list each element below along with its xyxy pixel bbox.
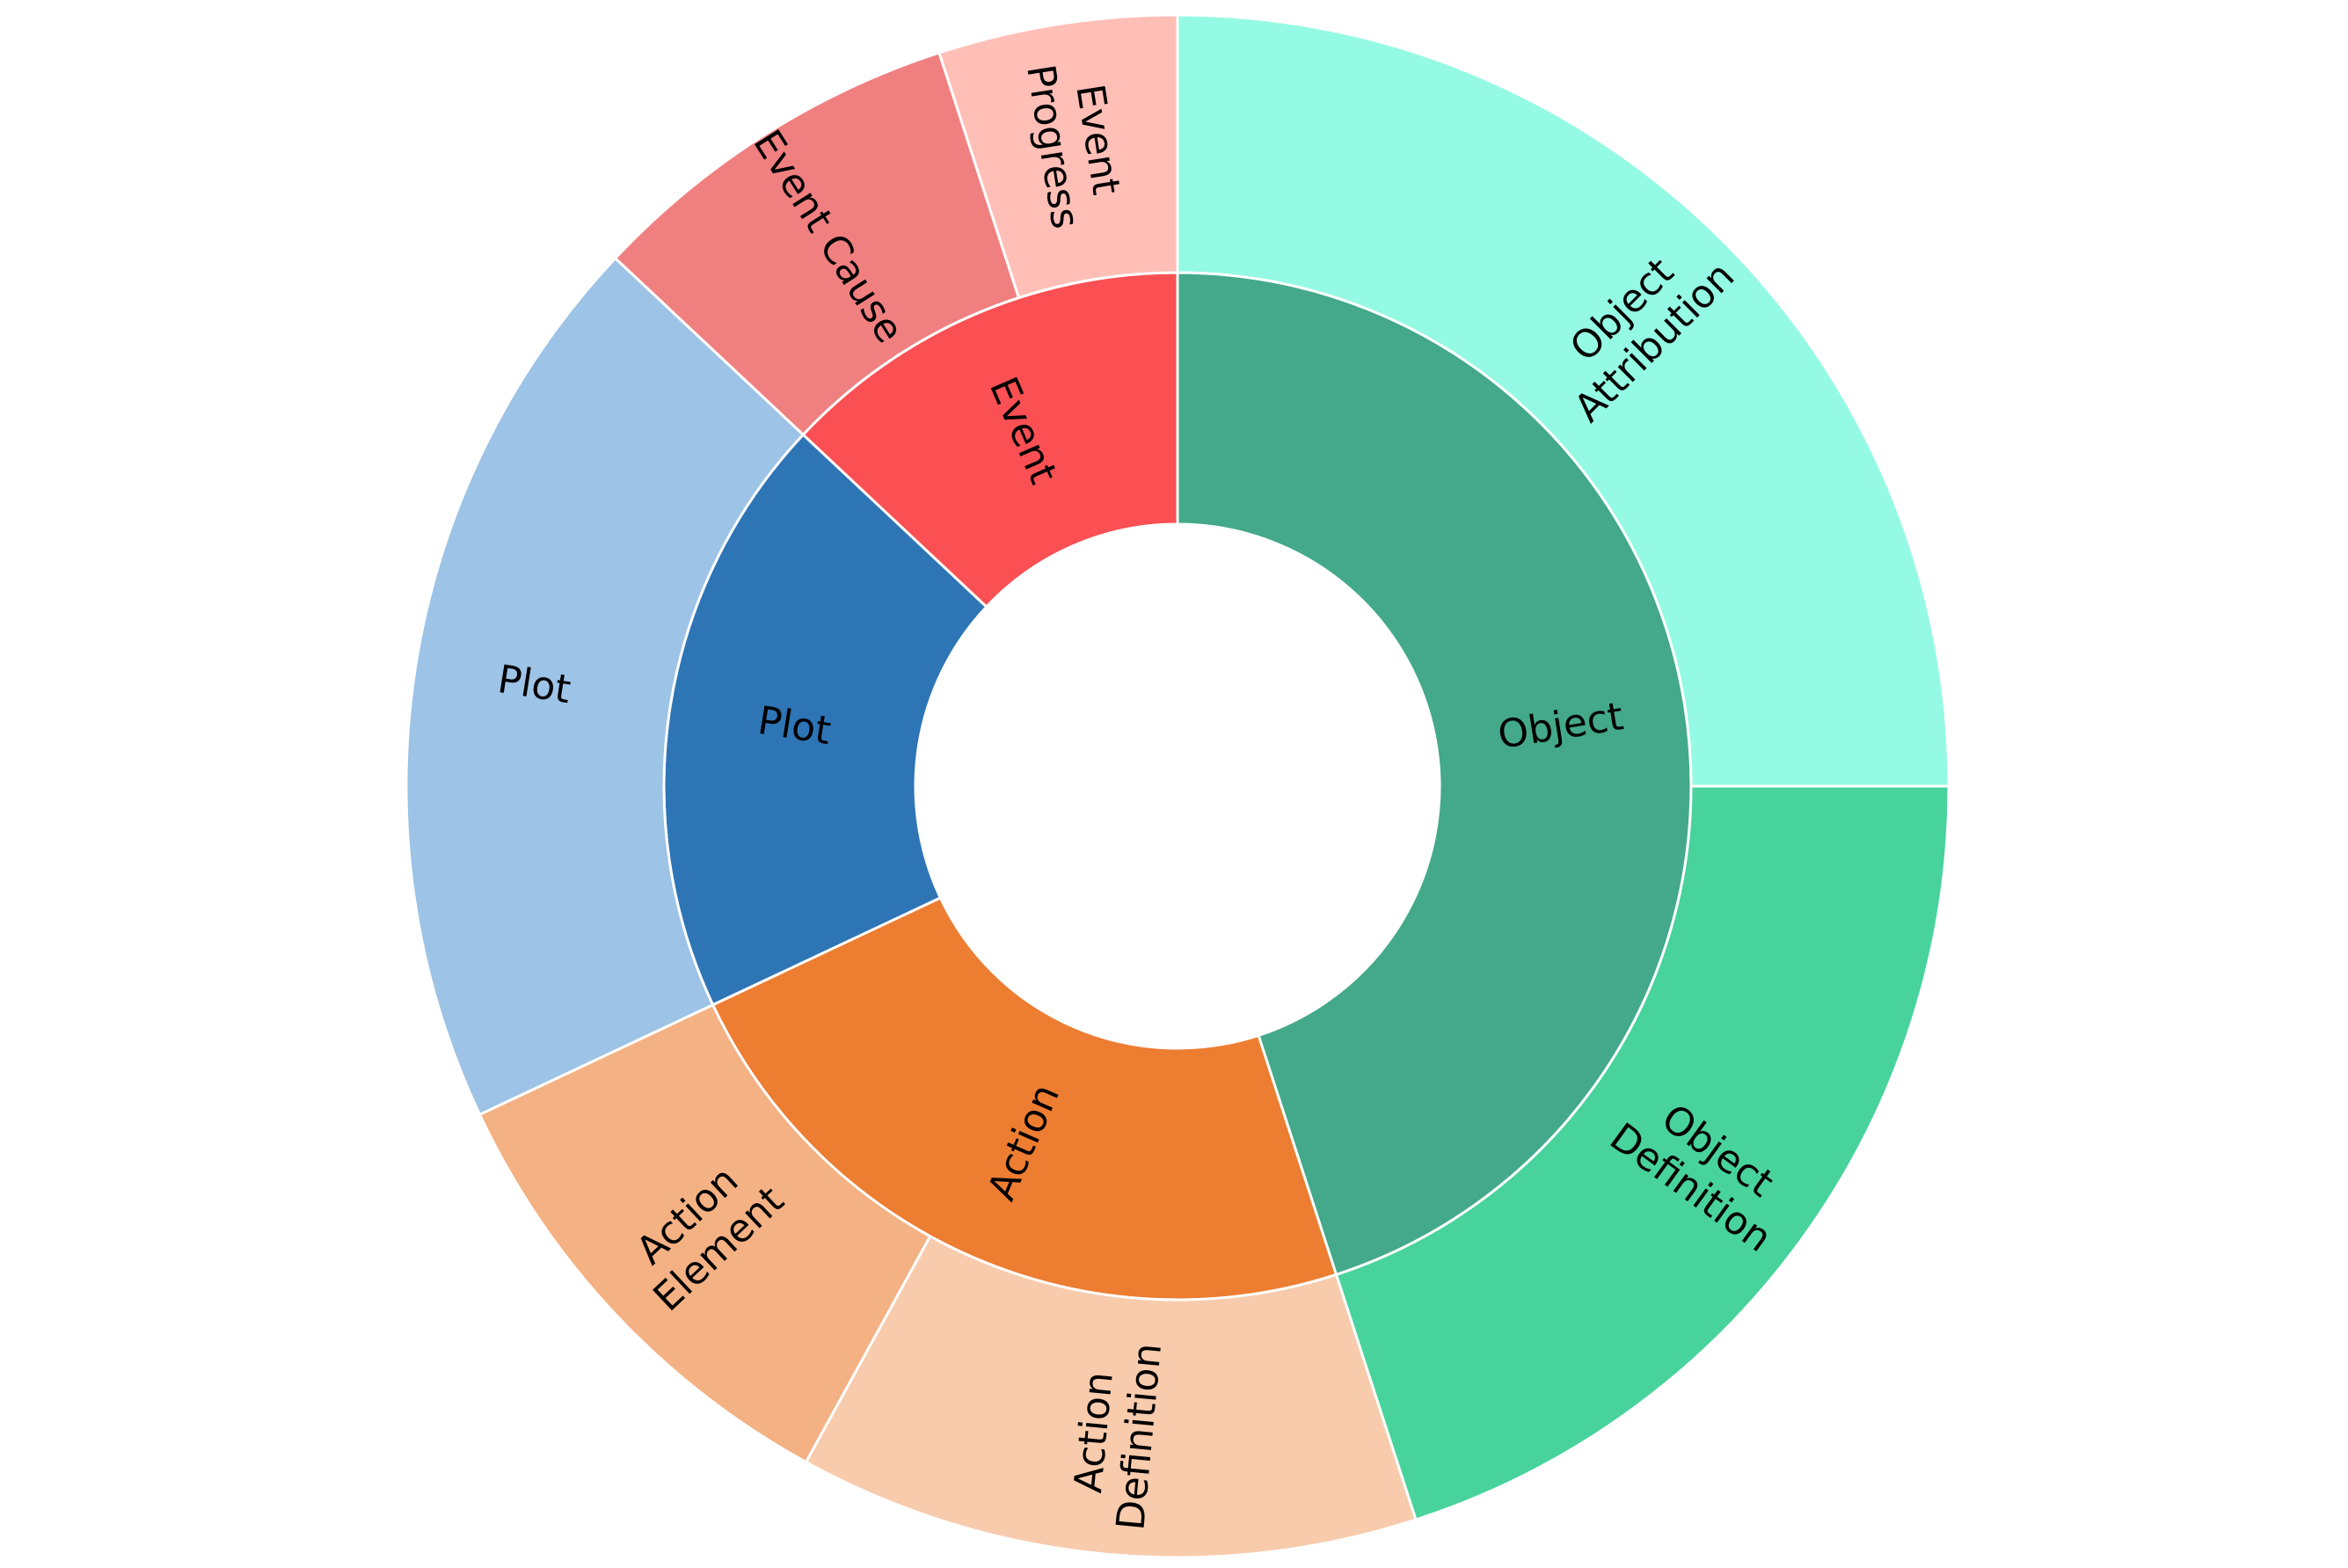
- segment-outer-object-attribution: [1176, 13, 1951, 788]
- label-action-definition: ActionDefinition: [1063, 1337, 1171, 1532]
- segment-outer-event-progress: [937, 13, 1179, 300]
- segment-outer-plot: [405, 256, 806, 1117]
- label-event-progress: EventProgress: [1017, 55, 1133, 232]
- inner-ring: [662, 271, 1693, 1302]
- segment-outer-action-definition: [804, 1234, 1418, 1559]
- outer-ring: [405, 13, 1951, 1559]
- segment-outer-object-definition: [1334, 784, 1951, 1521]
